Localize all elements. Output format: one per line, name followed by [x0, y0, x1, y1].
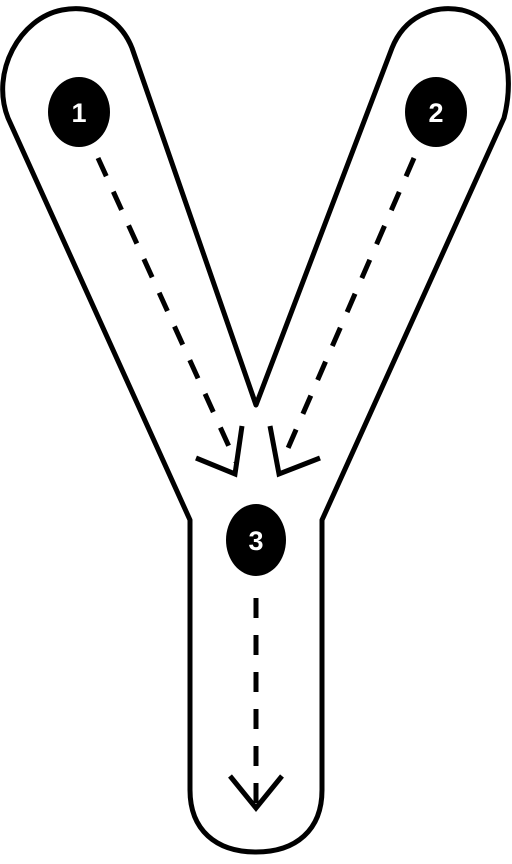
badge-3-label: 3 — [248, 526, 263, 556]
stroke-1-guide — [95, 156, 245, 478]
badge-1-circle — [48, 77, 110, 147]
stroke-2-dashed-line — [279, 157, 417, 463]
stroke-2-arrowhead — [267, 425, 321, 478]
stroke-2-guide — [267, 157, 417, 478]
stroke-3-number-badge: 3 — [226, 504, 286, 576]
stroke-1-arrowhead — [195, 425, 245, 478]
badge-2-circle — [405, 77, 467, 147]
badge-1-label: 1 — [71, 98, 86, 128]
stroke-1-dashed-line — [95, 156, 239, 464]
badge-3-circle — [226, 504, 286, 576]
stroke-3-arrowhead — [228, 774, 284, 812]
letter-y-outline — [0, 6, 511, 855]
badge-2-label: 2 — [428, 98, 443, 128]
stroke-2-number-badge: 2 — [405, 77, 467, 147]
stroke-3-guide — [228, 598, 284, 812]
stroke-1-number-badge: 1 — [48, 77, 110, 147]
